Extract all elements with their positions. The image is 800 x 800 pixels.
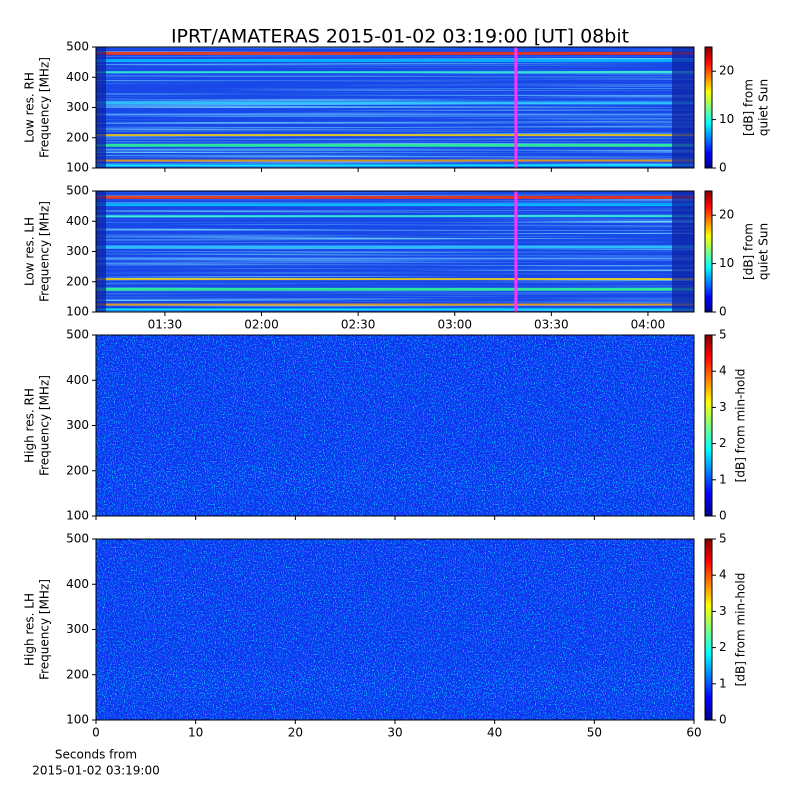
x-tick-label: 03:00: [437, 318, 472, 332]
y-tick-label: 300: [66, 622, 89, 636]
colorbar: [704, 538, 713, 721]
y-tick-label: 100: [66, 161, 89, 175]
spectrogram-band: [96, 308, 694, 311]
spectrogram-burst: [96, 465, 694, 495]
spectrogram-band: [96, 51, 694, 55]
x-tick-label: 10: [188, 726, 203, 740]
colorbar-tick-label: 5: [719, 532, 727, 546]
spectrogram-burst: [96, 669, 694, 699]
y-axis-label: Frequency [MHz]: [38, 201, 52, 302]
colorbar-tick-label: 20: [719, 208, 734, 222]
colorbar-tick-label: 10: [719, 112, 734, 126]
y-tick-label: 100: [66, 509, 89, 523]
colorbar-label: [dB] from: [742, 223, 756, 280]
y-tick-label: 200: [66, 274, 89, 288]
colorbar: [704, 46, 713, 169]
x-tick-label: 0: [92, 726, 100, 740]
y-axis-label: High res. RH: [23, 388, 37, 463]
x-tick-label: 30: [387, 726, 402, 740]
colorbar-tick-label: 4: [719, 364, 727, 378]
spectrogram-band: [96, 245, 694, 249]
x-tick-label: 01:30: [148, 318, 183, 332]
y-tick-label: 300: [66, 100, 89, 114]
colorbar-label: quiet Sun: [757, 79, 771, 136]
y-axis-label: Frequency [MHz]: [38, 579, 52, 680]
colorbar-label: quiet Sun: [757, 223, 771, 280]
colorbar-label: [dB] from min-hold: [734, 573, 748, 687]
y-tick-label: 500: [66, 184, 89, 198]
spectrogram-noise: [96, 47, 694, 168]
colorbar-tick-label: 5: [719, 328, 727, 342]
x-axis-label: Seconds from: [55, 748, 137, 762]
spectrogram-band: [96, 215, 694, 218]
y-tick-label: 500: [66, 328, 89, 342]
colorbar-tick-label: 4: [719, 568, 727, 582]
colorbar-tick-label: 20: [719, 64, 734, 78]
colorbar-tick-label: 1: [719, 676, 727, 690]
spectrogram-band: [96, 59, 694, 63]
colorbar: [704, 334, 713, 517]
x-tick-label: 03:30: [534, 318, 569, 332]
y-axis-label: Low res. RH: [23, 72, 37, 143]
y-tick-label: 400: [66, 70, 89, 84]
colorbar-tick-label: 0: [719, 509, 727, 523]
y-tick-label: 200: [66, 130, 89, 144]
spectrogram-edge: [672, 47, 694, 168]
spectrogram-edge: [96, 47, 106, 168]
colorbar: [704, 190, 713, 313]
colorbar-tick-label: 2: [719, 436, 727, 450]
y-axis-label: High res. LH: [23, 593, 37, 666]
spectrogram-edge: [96, 191, 106, 312]
spectrogram-band: [96, 143, 694, 147]
y-tick-label: 400: [66, 373, 89, 387]
colorbar-label: [dB] from: [742, 79, 756, 136]
y-tick-label: 500: [66, 40, 89, 54]
y-tick-label: 200: [66, 667, 89, 681]
y-axis-label: Frequency [MHz]: [38, 375, 52, 476]
spectrogram-band: [96, 195, 694, 199]
spectrogram-band: [96, 257, 694, 260]
spectrogram-band: [96, 159, 694, 162]
y-tick-label: 400: [66, 577, 89, 591]
spectrogram-noise: [96, 191, 694, 312]
colorbar-label: [dB] from min-hold: [734, 369, 748, 483]
spectrogram-band: [96, 303, 694, 306]
spectrogram-band: [96, 101, 694, 105]
spectrogram-edge: [672, 191, 694, 312]
spectrogram-band: [96, 71, 694, 74]
colorbar-tick-label: 0: [719, 305, 727, 319]
x-tick-label: 60: [686, 726, 701, 740]
spectrogram-band: [96, 164, 694, 167]
y-tick-label: 400: [66, 214, 89, 228]
y-tick-label: 200: [66, 463, 89, 477]
colorbar-tick-label: 0: [719, 161, 727, 175]
y-axis-label: Low res. LH: [23, 217, 37, 286]
colorbar-tick-label: 2: [719, 640, 727, 654]
spectrogram-band: [96, 278, 694, 281]
y-tick-label: 100: [66, 713, 89, 727]
y-axis-label: Frequency [MHz]: [38, 57, 52, 158]
colorbar-tick-label: 0: [719, 713, 727, 727]
colorbar-tick-label: 3: [719, 400, 727, 414]
colorbar-tick-label: 3: [719, 604, 727, 618]
x-tick-label: 02:30: [341, 318, 376, 332]
x-tick-label: 20: [288, 726, 303, 740]
colorbar-tick-label: 10: [719, 256, 734, 270]
y-tick-label: 300: [66, 418, 89, 432]
x-tick-label: 04:00: [631, 318, 666, 332]
y-tick-label: 100: [66, 305, 89, 319]
y-tick-label: 500: [66, 532, 89, 546]
spectrogram-band: [96, 203, 694, 207]
x-tick-label: 40: [487, 726, 502, 740]
colorbar-tick-label: 1: [719, 472, 727, 486]
x-axis-label: 2015-01-02 03:19:00: [32, 764, 159, 778]
chart-title: IPRT/AMATERAS 2015-01-02 03:19:00 [UT] 0…: [171, 26, 629, 48]
x-tick-label: 02:00: [244, 318, 279, 332]
spectrogram-band: [96, 287, 694, 291]
spectrogram-band: [96, 113, 694, 116]
y-tick-label: 300: [66, 244, 89, 258]
spectrogram-band: [96, 134, 694, 137]
x-tick-label: 50: [587, 726, 602, 740]
